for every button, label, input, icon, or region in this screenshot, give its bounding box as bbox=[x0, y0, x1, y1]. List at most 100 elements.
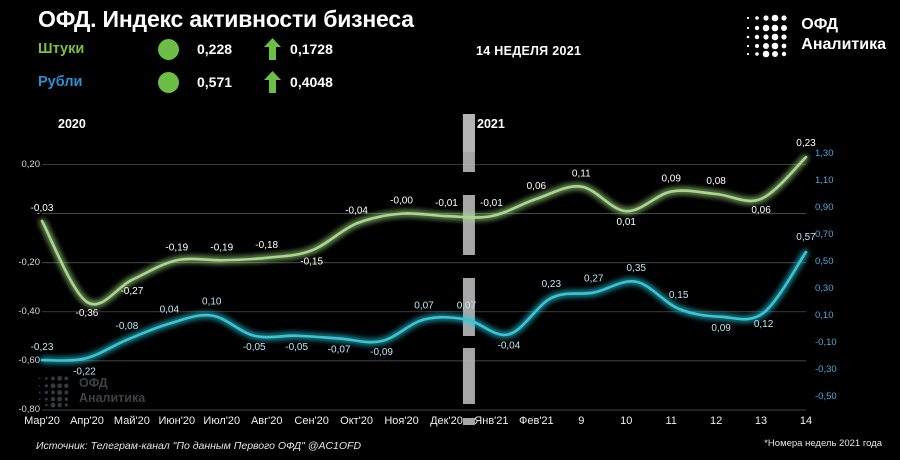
watermark-logo: ОФД Аналитика bbox=[36, 374, 145, 408]
page-title: ОФД. Индекс активности бизнеса bbox=[38, 6, 414, 32]
left-axis-tick: 0,20 bbox=[21, 158, 41, 170]
left-axis-tick: -0,40 bbox=[18, 305, 40, 317]
watermark-line-1: ОФД bbox=[79, 376, 108, 390]
data-label: -0,07 bbox=[328, 344, 351, 355]
data-label: 0,12 bbox=[754, 319, 774, 330]
right-axis-tick: 0,90 bbox=[815, 201, 834, 213]
week-callout: 14 НЕДЕЛЯ 2021 bbox=[476, 44, 582, 58]
x-axis-tick: Мар'20 bbox=[24, 415, 60, 427]
x-axis-tick: Дек'20 bbox=[430, 415, 463, 427]
brand-text: ОФД Аналитика bbox=[801, 15, 886, 54]
x-axis-tick: Фев'21 bbox=[519, 415, 554, 427]
plot-area: -0,03 -0,36 -0,27 -0,19 -0,19 -0,18 -0,15 -0,04… bbox=[0, 100, 900, 425]
right-axis-tick: 1,10 bbox=[815, 174, 834, 186]
x-axis-tick: 11 bbox=[665, 415, 677, 427]
source-note: Источник: Телеграм-канал "По данным Перв… bbox=[36, 440, 362, 452]
data-label: -0,19 bbox=[210, 242, 233, 253]
x-axis-tick: Ноя'20 bbox=[384, 415, 419, 427]
x-axis-tick: Сен'20 bbox=[294, 415, 329, 427]
data-label: 0,09 bbox=[661, 174, 681, 185]
data-label: 0,10 bbox=[202, 297, 222, 308]
data-label: -0,18 bbox=[255, 240, 278, 251]
data-label: 0,27 bbox=[584, 274, 604, 285]
data-label: -0,19 bbox=[165, 242, 188, 253]
data-label: 0,08 bbox=[706, 176, 726, 187]
legend-dot-rubli bbox=[158, 71, 179, 93]
legend-value-rubli: 0,571 bbox=[197, 74, 233, 90]
x-axis-tick: Июн'20 bbox=[158, 415, 196, 427]
x-axis-tick: Июл'20 bbox=[203, 415, 241, 427]
data-label: 0,09 bbox=[711, 323, 731, 334]
x-axis-tick: Апр'20 bbox=[70, 415, 104, 427]
x-axis-tick: Окт'20 bbox=[340, 415, 374, 427]
data-label: -0,23 bbox=[31, 342, 54, 353]
year-marker-2021: 2021 bbox=[477, 117, 505, 131]
data-label: 0,06 bbox=[751, 205, 771, 216]
data-label: -0,08 bbox=[115, 321, 138, 332]
data-label: 0,07 bbox=[414, 301, 434, 312]
data-label: 0,11 bbox=[572, 169, 591, 180]
left-axis-tick: - bbox=[36, 207, 40, 219]
chart-svg: -0,03-0,36-0,27-0,19 -0,19 -0,18-0,15-0,04… bbox=[31, 114, 816, 425]
data-label: 0,15 bbox=[669, 290, 689, 301]
x-axis-tick: Авг'20 bbox=[250, 415, 283, 427]
data-label: -0,04 bbox=[497, 340, 520, 351]
brand-line-1: ОФД bbox=[801, 16, 838, 34]
data-label: 0,01 bbox=[617, 217, 637, 228]
legend-item-rubli: Рубли 0,571 0,4048 bbox=[38, 71, 333, 93]
data-label: 0,57 bbox=[796, 232, 816, 243]
data-label: 0,04 bbox=[160, 305, 180, 316]
x-axis-tick: Май'20 bbox=[113, 415, 150, 427]
series-line-shtuki bbox=[40, 155, 808, 306]
right-axis-tick: 0,10 bbox=[815, 309, 834, 321]
x-axis-tick: Янв'21 bbox=[474, 415, 509, 427]
data-label: 0,07 bbox=[457, 301, 477, 312]
x-axis-tick: 14 bbox=[799, 415, 813, 427]
data-label: -0,09 bbox=[370, 347, 393, 358]
watermark-line-2: Аналитика bbox=[79, 391, 146, 405]
data-label: -0,05 bbox=[243, 342, 266, 353]
brand-logo: ОФД Аналитика bbox=[743, 12, 886, 58]
left-axis-tick: -0,80 bbox=[18, 404, 40, 415]
right-axis-tick: 0,30 bbox=[815, 282, 834, 294]
year-marker-2020: 2020 bbox=[58, 117, 86, 131]
right-axis-tick: -0,30 bbox=[815, 363, 837, 375]
data-label: -0,00 bbox=[390, 196, 413, 207]
data-label: -0,04 bbox=[345, 205, 368, 216]
legend-delta-shtuki: 0,1728 bbox=[290, 41, 333, 57]
legend-label-shtuki: Штуки bbox=[38, 41, 85, 57]
data-label: -0,27 bbox=[120, 286, 143, 297]
x-axis-tick: 12 bbox=[709, 415, 723, 427]
data-label: -0,15 bbox=[300, 256, 323, 267]
data-label: -0,01 bbox=[435, 198, 458, 209]
legend-delta-rubli: 0,4048 bbox=[290, 74, 333, 90]
series-line-rubli bbox=[40, 250, 808, 362]
data-label: -0,36 bbox=[76, 308, 99, 319]
x-axis-tick: 9 bbox=[578, 415, 585, 427]
up-arrow-icon bbox=[264, 71, 282, 93]
data-label: 0,23 bbox=[796, 138, 816, 149]
legend-value-shtuki: 0,228 bbox=[197, 41, 233, 57]
legend-label-rubli: Рубли bbox=[38, 74, 83, 90]
data-label: 0,23 bbox=[542, 279, 562, 290]
legend-trend-rubli: 0,4048 bbox=[264, 71, 333, 93]
left-axis-tick: -0,60 bbox=[18, 354, 40, 366]
left-axis-tick: -0,20 bbox=[18, 256, 40, 268]
brand-line-2: Аналитика bbox=[801, 36, 886, 53]
legend-dot-shtuki bbox=[158, 38, 179, 60]
legend-trend-shtuki: 0,1728 bbox=[264, 38, 333, 60]
watermark-text: ОФД Аналитика bbox=[79, 376, 145, 406]
x-axis-tick: 13 bbox=[754, 415, 768, 427]
right-axis-tick: 0,50 bbox=[815, 255, 834, 267]
data-label: -0,22 bbox=[73, 367, 96, 378]
right-axis-tick: 1,30 bbox=[815, 147, 834, 159]
data-label: -0,05 bbox=[285, 342, 308, 353]
week-numbering-note: *Номера недель 2021 года bbox=[764, 438, 882, 449]
right-axis-tick: -0,10 bbox=[815, 336, 837, 348]
data-label: 0,06 bbox=[527, 181, 547, 192]
data-label: -0,03 bbox=[31, 203, 54, 214]
data-label: -0,01 bbox=[480, 198, 503, 209]
ofd-dot-grid-icon bbox=[746, 14, 788, 58]
x-axis-tick: 10 bbox=[620, 415, 633, 427]
